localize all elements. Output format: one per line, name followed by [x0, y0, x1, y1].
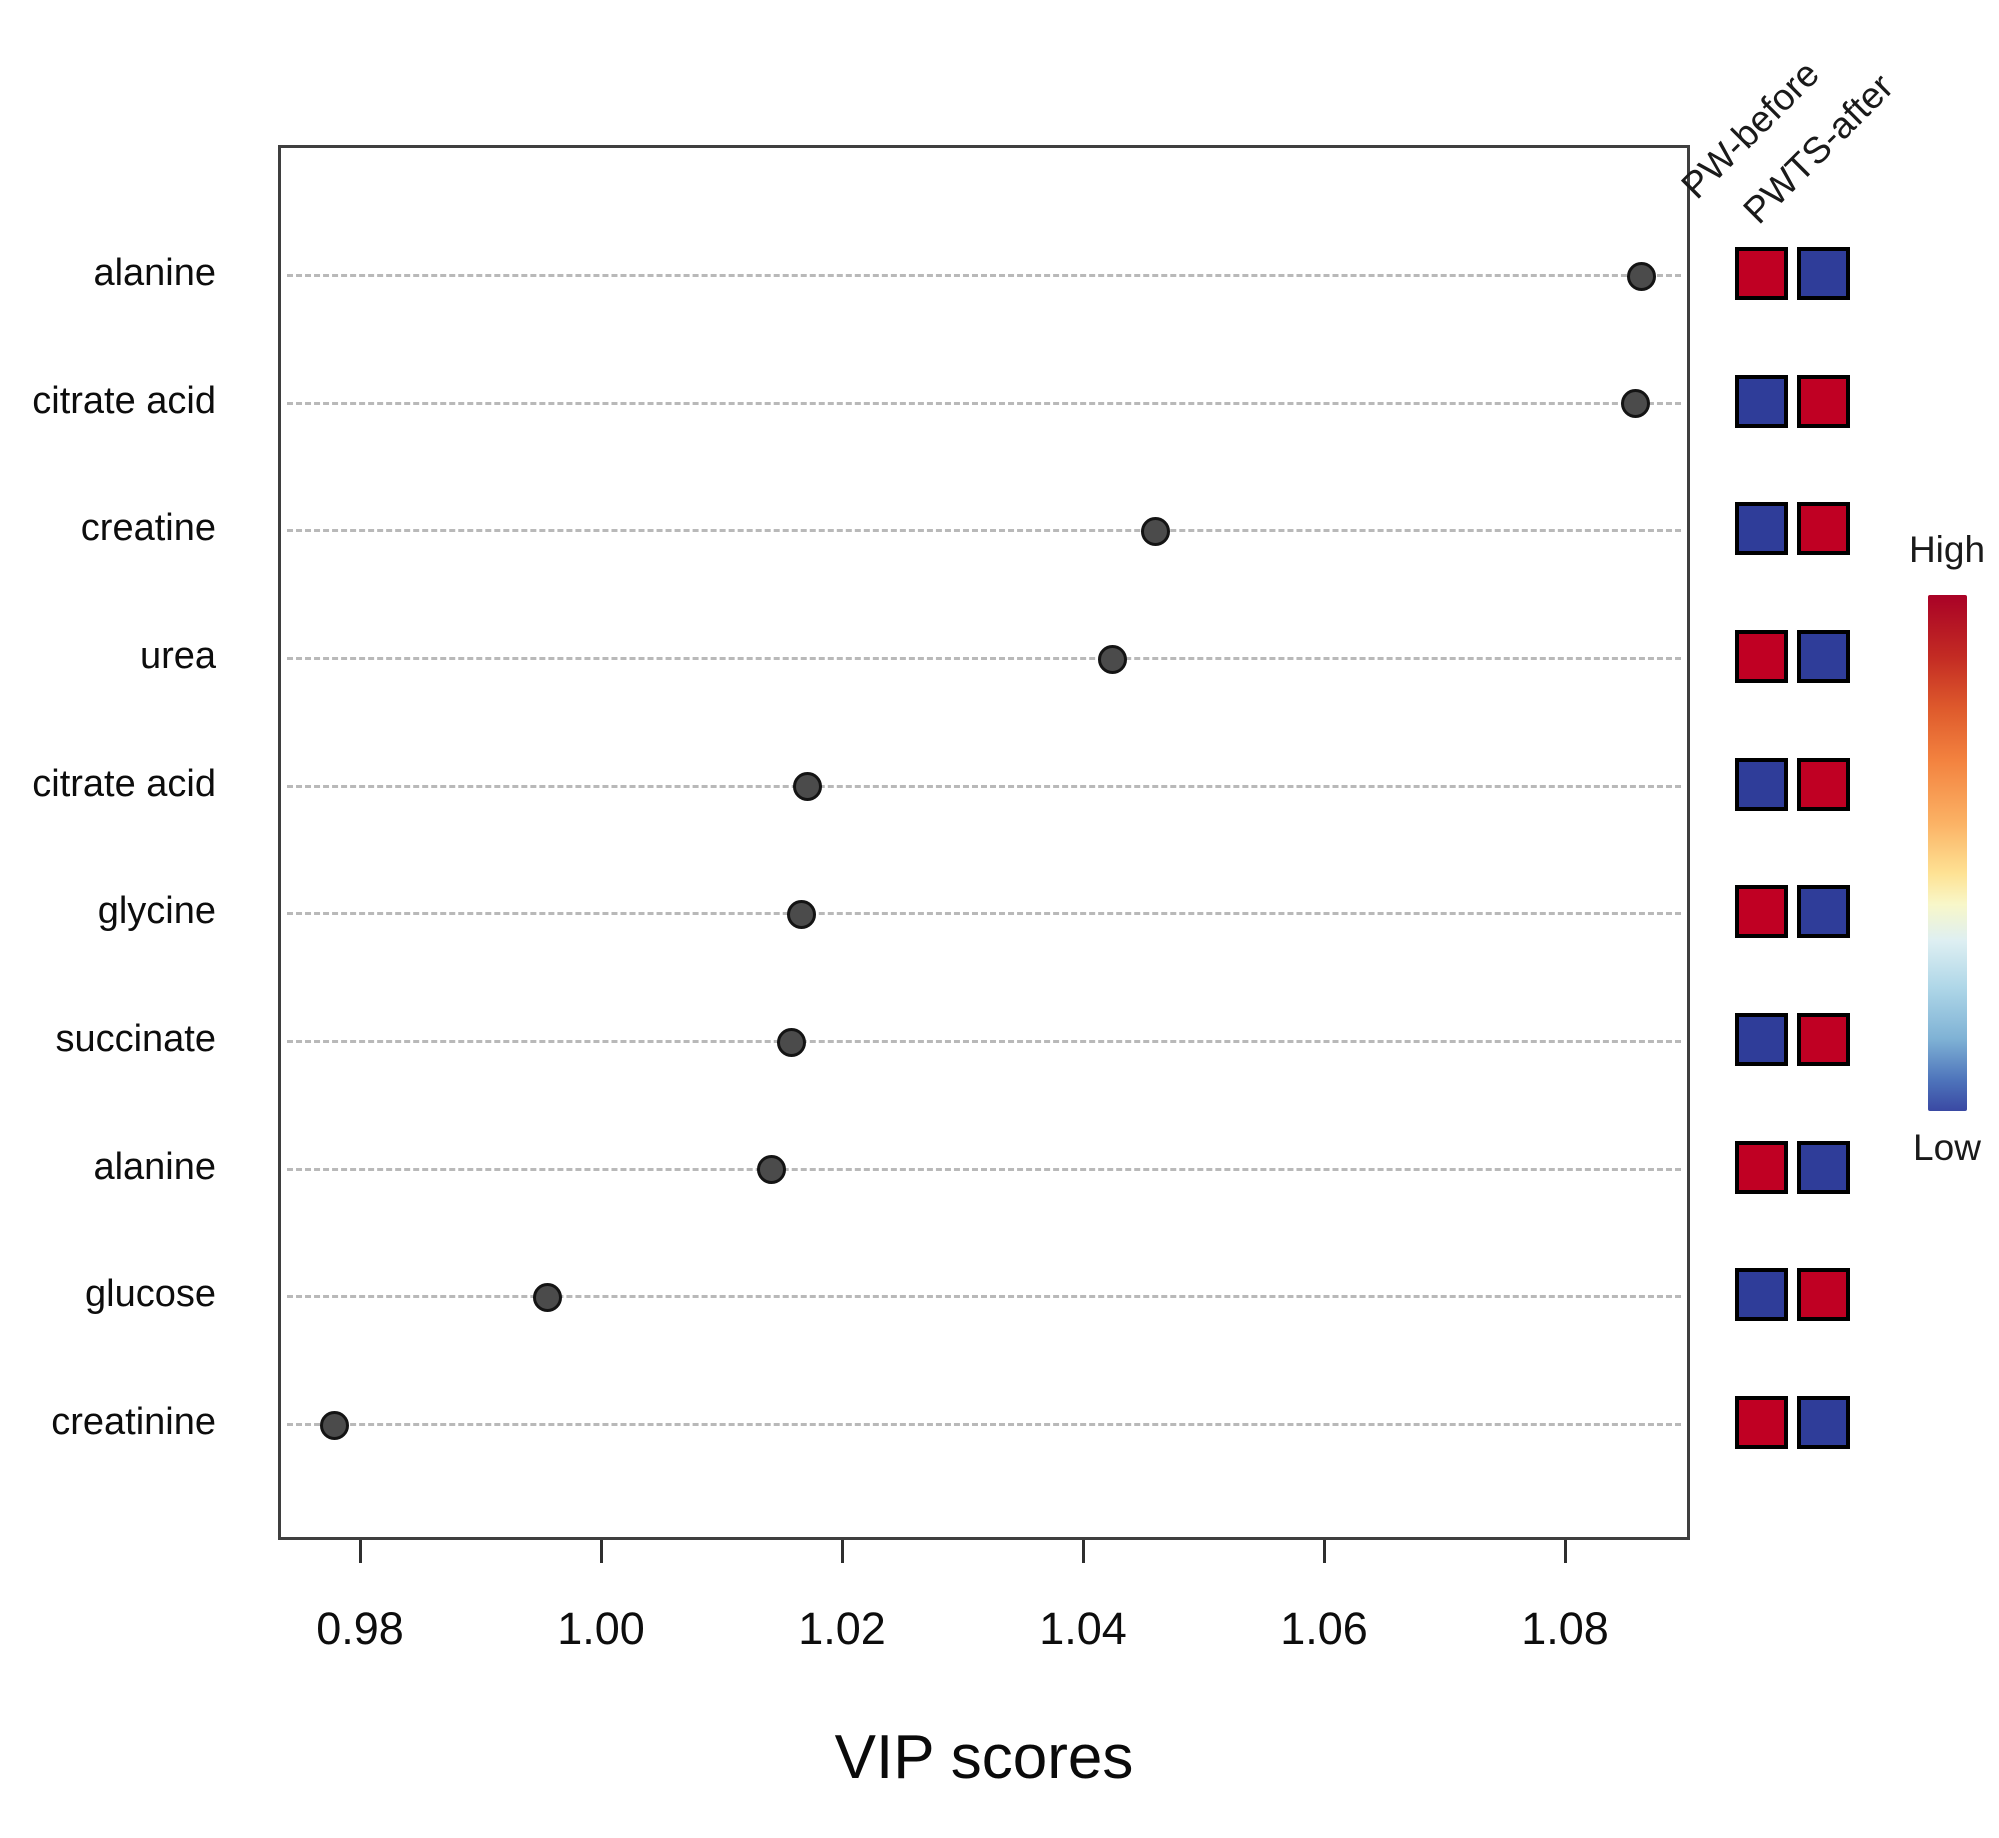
- heatmap-cell: [1797, 1013, 1850, 1067]
- heatmap-cell: [1735, 1268, 1788, 1322]
- heatmap-cell: [1735, 1140, 1788, 1194]
- grid-line: [287, 657, 1681, 660]
- y-axis-label: creatine: [80, 507, 216, 550]
- vip-dot: [319, 1410, 349, 1440]
- x-tick: [840, 1540, 844, 1563]
- y-axis-label: alanine: [93, 1145, 216, 1188]
- y-axis-label: glycine: [97, 890, 216, 933]
- grid-line: [287, 274, 1681, 277]
- vip-dot: [787, 899, 817, 929]
- heatmap-cell: [1735, 1396, 1788, 1450]
- x-tick-label: 1.00: [557, 1603, 645, 1654]
- grid-line: [287, 784, 1681, 788]
- heatmap-cell: [1735, 502, 1788, 556]
- heatmap-cell: [1797, 630, 1850, 683]
- heatmap-cell: [1735, 885, 1788, 939]
- y-axis-label: glucose: [85, 1273, 216, 1316]
- grid-line: [287, 1423, 1681, 1427]
- x-tick: [599, 1540, 603, 1563]
- heatmap-cell: [1797, 247, 1850, 300]
- grid-line: [287, 1295, 1681, 1299]
- vip-dot: [1627, 261, 1656, 291]
- heatmap-cell: [1797, 757, 1850, 811]
- grid-line: [287, 529, 1681, 533]
- heatmap-cell: [1797, 885, 1850, 939]
- x-tick-label: 1.04: [1039, 1603, 1127, 1654]
- vip-dot: [777, 1027, 807, 1057]
- vip-dot: [756, 1155, 786, 1185]
- legend-low-label: Low: [1913, 1127, 1981, 1168]
- y-axis-label: alanine: [93, 252, 216, 294]
- grid-line: [287, 912, 1681, 916]
- y-axis-label: urea: [139, 635, 216, 677]
- y-axis-label: succinate: [55, 1018, 216, 1061]
- x-tick: [1081, 1540, 1085, 1563]
- vip-dot: [1141, 516, 1171, 546]
- grid-line: [287, 1167, 1681, 1171]
- colorbar-gradient: [1928, 595, 1967, 1111]
- heatmap-cell: [1735, 757, 1788, 811]
- x-axis-title: VIP scores: [834, 1723, 1134, 1792]
- grid-line: [287, 1040, 1681, 1044]
- grid-line: [287, 401, 1681, 405]
- vip-dot: [532, 1282, 562, 1312]
- vip-dot: [1620, 389, 1650, 419]
- y-axis-label: citrate acid: [32, 379, 216, 422]
- heatmap-cell: [1735, 630, 1788, 683]
- y-axis-label: citrate acid: [32, 762, 216, 805]
- x-tick-label: 0.98: [316, 1603, 404, 1654]
- vip-dot: [793, 772, 823, 802]
- heatmap-cell: [1735, 247, 1788, 300]
- plot-area: [278, 145, 1690, 1540]
- heatmap-cell: [1797, 374, 1850, 428]
- legend-high-label: High: [1908, 529, 1986, 570]
- x-tick-label: 1.02: [798, 1603, 886, 1654]
- heatmap-cell: [1797, 1140, 1850, 1194]
- x-tick: [358, 1540, 362, 1563]
- heatmap-cell: [1735, 1013, 1788, 1067]
- heatmap-cell: [1797, 1396, 1850, 1450]
- x-tick: [1322, 1540, 1326, 1563]
- heatmap-cell: [1735, 374, 1788, 428]
- x-tick-label: 1.06: [1280, 1603, 1368, 1654]
- x-tick: [1563, 1540, 1567, 1563]
- vip-dot: [1098, 644, 1127, 674]
- x-tick-label: 1.08: [1521, 1603, 1609, 1654]
- heatmap-cell: [1797, 1268, 1850, 1322]
- heatmap-cell: [1797, 502, 1850, 556]
- y-axis-label: creatinine: [51, 1401, 216, 1444]
